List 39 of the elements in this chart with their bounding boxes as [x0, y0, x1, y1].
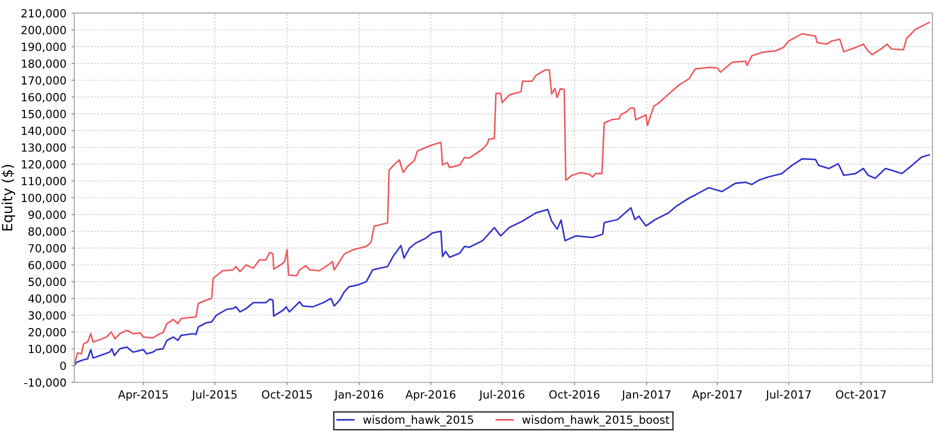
y-tick-label: 0 [60, 362, 66, 370]
y-tick-label: 160,000 [22, 93, 66, 103]
x-tick-label: Oct-2017 [836, 390, 886, 399]
y-tick-label: 180,000 [22, 59, 66, 69]
y-tick-label: 120,000 [22, 160, 66, 170]
legend-label: wisdom_hawk_2015 [363, 415, 474, 426]
x-tick-label: Apr-2016 [405, 390, 456, 401]
y-axis-title: Equity ($) [2, 164, 16, 230]
y-tick-label: 60,000 [28, 260, 66, 270]
y-tick-label: 150,000 [22, 110, 66, 120]
y-tick-label: 90,000 [28, 210, 66, 220]
y-tick-label: 10,000 [28, 344, 66, 354]
line-series [74, 22, 930, 366]
x-tick-label: Jan-2017 [621, 390, 670, 401]
y-tick-label: 70,000 [28, 244, 66, 254]
y-tick-label: 200,000 [21, 26, 66, 36]
y-tick-label: 110,000 [22, 176, 66, 186]
y-tick-label: 170,000 [22, 76, 66, 86]
x-tick-label: Jul-2017 [765, 390, 811, 401]
line-series [74, 154, 930, 366]
x-tick-label: Apr-2015 [118, 390, 168, 401]
y-tick-label: 130,000 [22, 143, 66, 153]
legend-label: wisdom_hawk_2015_boost [522, 415, 670, 426]
y-tick-label: 100,000 [22, 194, 66, 204]
x-tick-label: Oct-2015 [262, 390, 312, 399]
x-tick-label: Oct-2016 [549, 390, 600, 399]
x-tick-label: Jan-2016 [334, 390, 384, 401]
y-tick-label: 80,000 [28, 227, 66, 237]
y-tick-label: 190,000 [22, 42, 66, 52]
y-tick-label: 40,000 [28, 294, 66, 304]
y-tick-label: 30,000 [28, 311, 66, 321]
y-tick-label: 50,000 [28, 278, 66, 288]
y-tick-label: -10,000 [24, 378, 66, 388]
x-tick-label: Jul-2015 [191, 390, 237, 401]
y-tick-label: 210,000 [21, 9, 66, 19]
y-tick-label: 20,000 [28, 328, 66, 338]
y-tick-label: 140,000 [22, 126, 66, 136]
x-tick-label: Jul-2016 [478, 390, 524, 401]
x-tick-label: Apr-2017 [692, 390, 742, 401]
